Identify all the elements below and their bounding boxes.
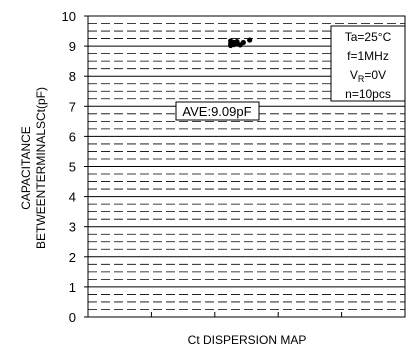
data-point xyxy=(240,39,246,46)
y-axis-title-line-2: BETWEENTERMINALSCt(pF) xyxy=(34,87,48,249)
condition-sample-count: n=10pcs xyxy=(345,87,391,101)
conditions-legend: Ta=25°C f=1MHz VR=0V n=10pcs xyxy=(330,25,406,102)
y-tick-label: 2 xyxy=(69,250,76,265)
condition-frequency: f=1MHz xyxy=(347,49,389,63)
y-tick-label: 9 xyxy=(69,39,76,54)
y-tick-label: 7 xyxy=(69,99,76,114)
average-label: AVE:9.09pF xyxy=(182,104,251,119)
y-tick-label: 0 xyxy=(69,310,76,325)
average-box xyxy=(175,101,260,121)
data-point xyxy=(247,37,253,43)
y-tick-label: 1 xyxy=(69,280,76,295)
y-tick-label: 8 xyxy=(69,69,76,84)
y-tick-label: 10 xyxy=(62,9,76,24)
condition-reverse-voltage: VR=0V xyxy=(350,68,386,84)
y-tick-label: 5 xyxy=(69,160,76,175)
y-axis-title-line-1: CAPACITANCE xyxy=(19,126,33,210)
y-tick-labels: 0 1 2 3 4 5 6 7 8 9 10 xyxy=(62,9,76,325)
y-tick-label: 3 xyxy=(69,220,76,235)
average-annotation: AVE:9.09pF xyxy=(175,101,260,121)
data-points xyxy=(228,37,253,49)
plot-frame xyxy=(87,15,406,318)
y-tick-label: 4 xyxy=(69,190,76,205)
conditions-box xyxy=(330,25,406,102)
x-axis-title: Ct DISPERSION MAP xyxy=(188,333,307,347)
condition-ta: Ta=25°C xyxy=(345,30,392,44)
y-tick-label: 6 xyxy=(69,129,76,144)
